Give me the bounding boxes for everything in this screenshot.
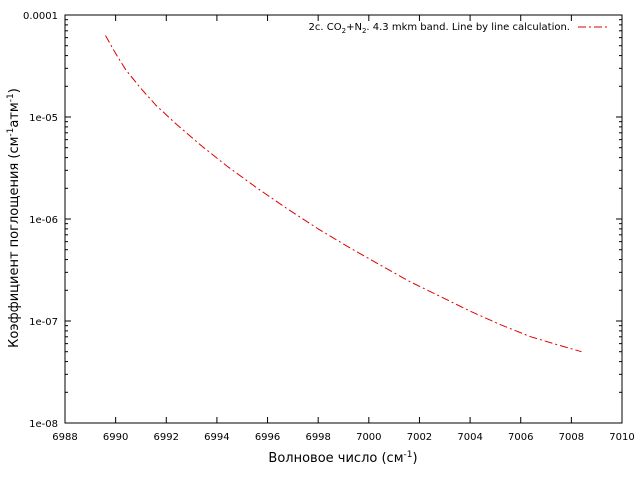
y-axis-title: Коэффициент поглощения (см-1атм-1) (6, 88, 22, 348)
tick-labels: 6988 6990 6992 6994 6996 6998 7000 7002 7004 7006… (23, 11, 635, 443)
x-axis-title: Волновое число (см-1) (268, 450, 417, 466)
y-tick-label: 1e-08 (29, 419, 58, 430)
x-tick-label: 6994 (204, 432, 229, 443)
y-tick-label: 0.0001 (23, 11, 58, 22)
x-tick-label: 7010 (609, 432, 634, 443)
x-tick-label: 7006 (508, 432, 533, 443)
plot-frame (64, 14, 623, 424)
y-tick-label: 1e-05 (29, 113, 58, 124)
x-tick-label: 6996 (255, 432, 280, 443)
x-tick-label: 7000 (356, 432, 381, 443)
legend-label: 2c. CO2+N2. 4.3 mkm band. Line by line c… (309, 22, 570, 35)
x-tick-label: 6998 (305, 432, 330, 443)
x-tick-label: 6990 (103, 432, 128, 443)
legend: 2c. CO2+N2. 4.3 mkm band. Line by line c… (309, 22, 608, 35)
series-line (105, 35, 582, 353)
y-tick-label: 1e-07 (29, 317, 58, 328)
x-tick-label: 6992 (154, 432, 179, 443)
x-tick-label: 6988 (52, 432, 77, 443)
x-tick-label: 7004 (457, 432, 482, 443)
x-tick-label: 7008 (559, 432, 584, 443)
series-layer (105, 35, 582, 353)
y-tick-label: 1e-06 (29, 215, 58, 226)
x-tick-label: 7002 (407, 432, 432, 443)
axis-ticks (64, 14, 623, 424)
